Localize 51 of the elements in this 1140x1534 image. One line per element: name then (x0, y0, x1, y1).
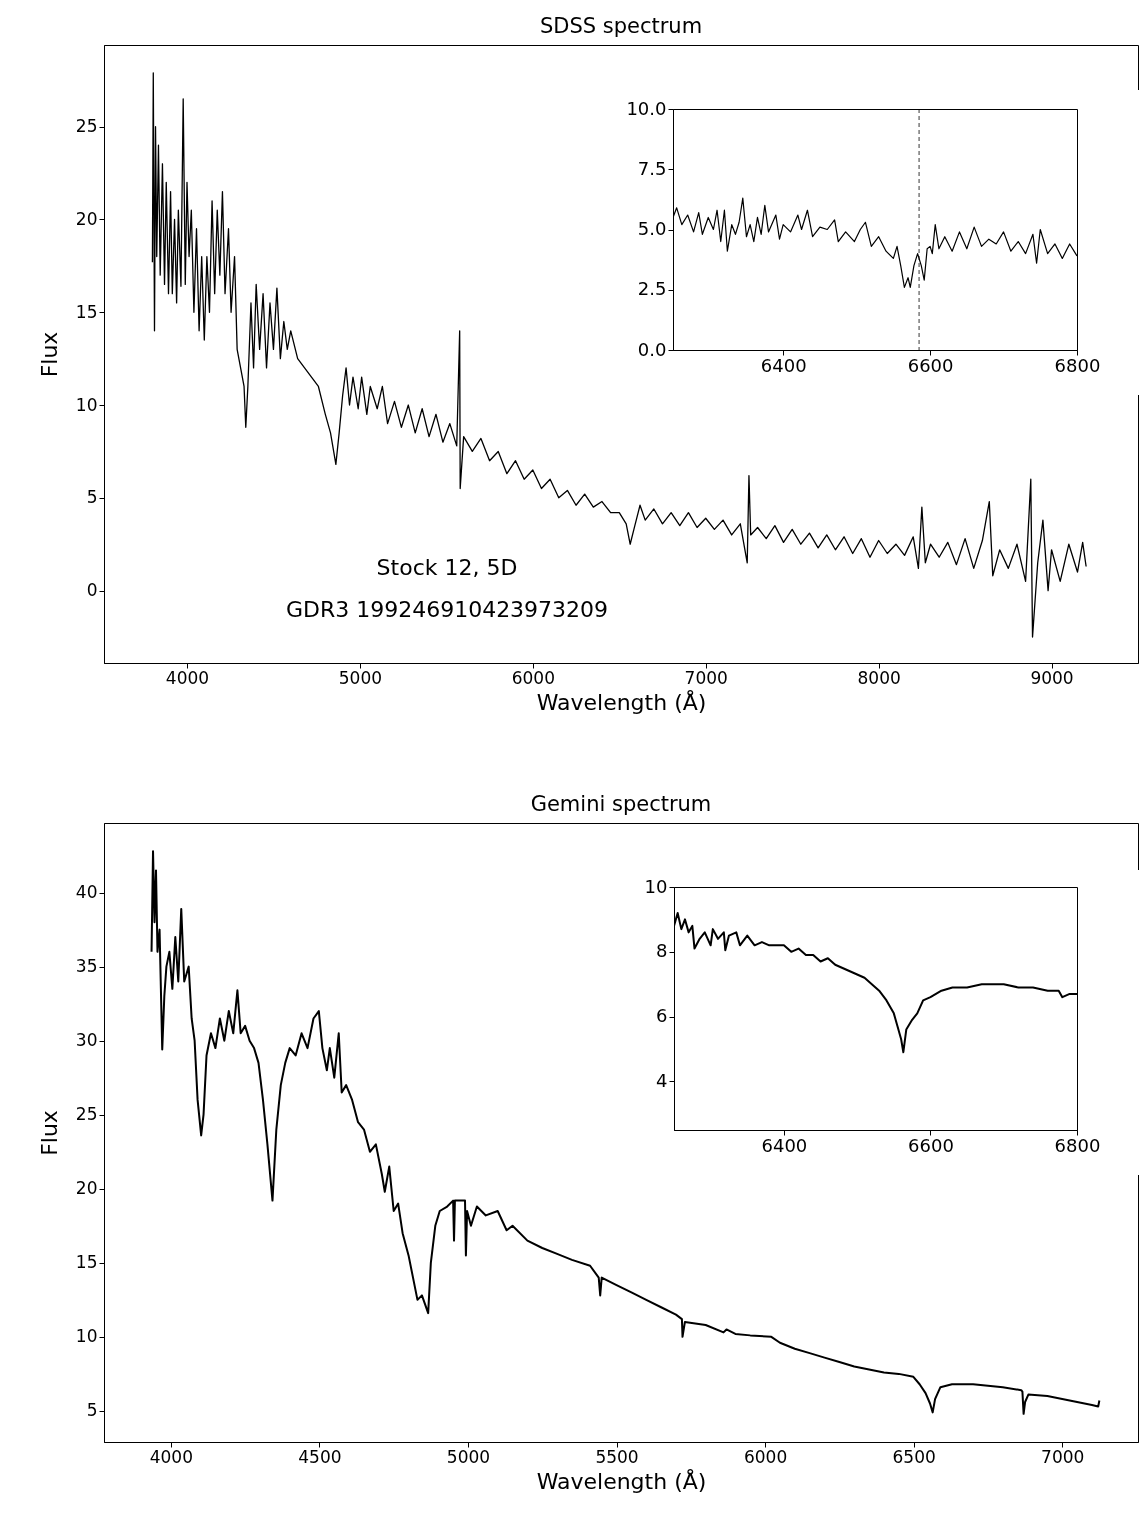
x-tick-label: 5000 (338, 667, 383, 688)
y-tick-label: 15 (75, 301, 98, 322)
y-axis-title: Flux (36, 331, 62, 378)
line-series (150, 850, 1101, 1415)
x-tick-label: 9000 (1030, 667, 1074, 688)
x-tick-label: 8000 (857, 667, 901, 688)
x-tick-label: 7000 (684, 667, 728, 688)
y-tick-label: 5.0 (637, 218, 667, 239)
x-tick-label: 4500 (298, 1446, 342, 1467)
x-tick-label: 6400 (761, 1134, 808, 1156)
x-tick-label: 4000 (165, 667, 210, 688)
y-tick-label: 20 (75, 1178, 98, 1199)
y-tick-label: 25 (75, 1104, 98, 1125)
y-tick-label: 8 (656, 940, 668, 962)
x-tick-label: 6000 (511, 667, 555, 688)
chart-title: Gemini spectrum (530, 792, 712, 816)
x-axis-title: Wavelength (Å) (536, 1467, 707, 1494)
x-tick-label: 6400 (760, 354, 807, 376)
x-tick-label: 5500 (595, 1446, 639, 1467)
annotation: Stock 12, 5D (376, 555, 518, 580)
y-tick-label: 10 (644, 875, 668, 897)
y-tick-label: 6 (656, 1005, 668, 1027)
x-tick-label: 6000 (743, 1446, 788, 1467)
x-tick-label: 6600 (907, 354, 954, 376)
y-tick-label: 25 (75, 116, 98, 137)
y-tick-label: 20 (75, 208, 98, 229)
annotation: GDR3 199246910423973209 (285, 597, 609, 622)
x-tick-label: 6800 (1054, 1134, 1101, 1156)
y-tick-label: 30 (75, 1030, 98, 1051)
y-tick-label: 0 (86, 580, 98, 601)
y-axis-title: Flux (36, 1110, 62, 1156)
y-tick-label: 0.0 (637, 338, 667, 360)
y-tick-label: 7.5 (637, 157, 667, 179)
x-tick-label: 6800 (1054, 354, 1101, 376)
y-tick-label: 4 (656, 1069, 668, 1091)
x-tick-label: 6600 (908, 1134, 954, 1156)
x-tick-label: 4000 (149, 1446, 193, 1467)
x-tick-label: 7000 (1041, 1446, 1085, 1467)
y-tick-label: 5 (86, 1400, 98, 1421)
x-tick-label: 6500 (892, 1446, 936, 1467)
y-tick-label: 40 (75, 882, 98, 903)
y-tick-label: 10.0 (626, 97, 667, 119)
y-tick-label: 5 (86, 487, 98, 508)
y-tick-label: 2.5 (637, 278, 667, 300)
x-axis-title: Wavelength (Å) (536, 688, 707, 715)
chart-title: SDSS spectrum (539, 14, 703, 38)
y-tick-label: 15 (75, 1252, 98, 1273)
x-tick-label: 5000 (446, 1446, 491, 1467)
y-tick-label: 10 (75, 394, 98, 415)
y-tick-label: 10 (75, 1326, 98, 1347)
y-tick-label: 35 (75, 956, 98, 977)
